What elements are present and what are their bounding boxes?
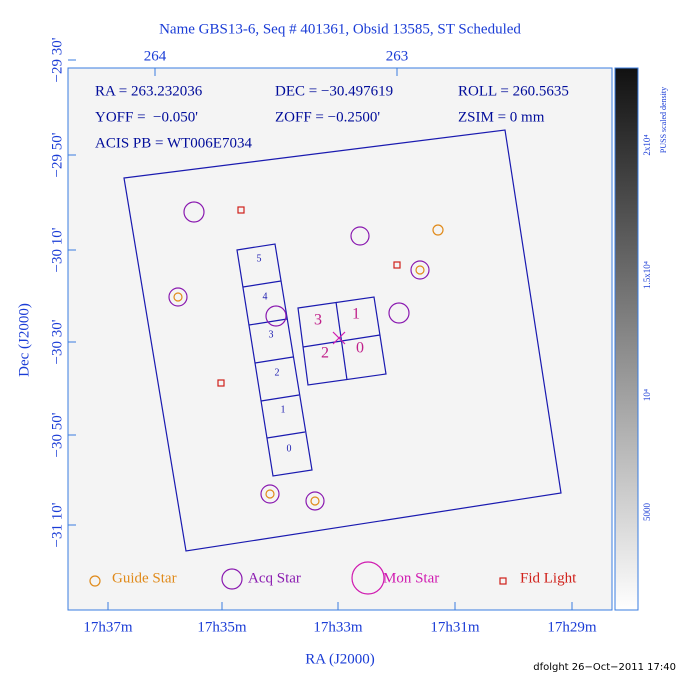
- top-tick-label: 264: [144, 48, 167, 64]
- colorbar-label: 2x10⁴: [642, 134, 652, 155]
- legend-label: Acq Star: [248, 570, 301, 586]
- legend-label: Mon Star: [383, 570, 439, 586]
- info-text: ACIS PB = WT006E7034: [95, 135, 252, 151]
- acis-i-labels: 3 1 2 0: [314, 306, 364, 362]
- colorbar-title: PUSS scaled density: [659, 87, 668, 153]
- ra-axis-title: RA (J2000): [305, 651, 375, 667]
- chip-label: 0: [287, 443, 292, 454]
- ra-tick-label: 17h31m: [430, 619, 480, 635]
- colorbar: [614, 67, 639, 611]
- dec-tick-label: −30 10': [49, 227, 65, 272]
- footer: dfolght 26−Oct−2011 17:40: [533, 662, 676, 673]
- top-tick-label: 263: [386, 48, 409, 64]
- ra-tick-label: 17h35m: [197, 619, 247, 635]
- info-text: DEC = −30.497619: [275, 83, 393, 99]
- colorbar-label: 10⁴: [642, 389, 652, 401]
- ra-tick-label: 17h33m: [313, 619, 363, 635]
- colorbar-label: 1.5x10⁴: [642, 261, 652, 289]
- stars: [168, 201, 444, 511]
- dec-tick-label: −29 30': [49, 37, 65, 82]
- chip-label: 2: [275, 367, 280, 378]
- axis-ticks: [68, 59, 573, 610]
- chip-label: 1: [352, 306, 360, 323]
- info-text: ZOFF = −0.2500': [275, 109, 380, 125]
- info-text: ZSIM = 0 mm: [458, 109, 545, 125]
- legend-label: Guide Star: [112, 570, 177, 586]
- info-text: ROLL = 260.5635: [458, 83, 569, 99]
- legend-label: Fid Light: [520, 570, 577, 586]
- legend-markers: [89, 561, 507, 595]
- colorbar-label: 5000: [642, 503, 652, 522]
- ra-tick-label: 17h29m: [547, 619, 597, 635]
- chip-label: 2: [321, 345, 329, 362]
- chip-label: 4: [263, 291, 268, 302]
- chip-label: 5: [257, 253, 262, 264]
- acis-s-labels: 5 4 3 2 1 0: [257, 253, 292, 454]
- chip-label: 0: [356, 340, 364, 357]
- dec-tick-label: −30 50': [49, 412, 65, 457]
- dec-tick-label: −31 10': [49, 502, 65, 547]
- chip-label: 3: [269, 329, 274, 340]
- chip-label: 1: [281, 404, 286, 415]
- dec-tick-label: −29 50': [49, 132, 65, 177]
- title: Name GBS13-6, Seq # 401361, Obsid 13585,…: [159, 21, 521, 37]
- ra-tick-label: 17h37m: [83, 619, 133, 635]
- dec-axis-title: Dec (J2000): [16, 303, 32, 377]
- dec-tick-label: −30 30': [49, 319, 65, 364]
- info-text: YOFF = −0.050': [95, 109, 198, 125]
- info-text: RA = 263.232036: [95, 83, 203, 99]
- chip-label: 3: [314, 312, 322, 329]
